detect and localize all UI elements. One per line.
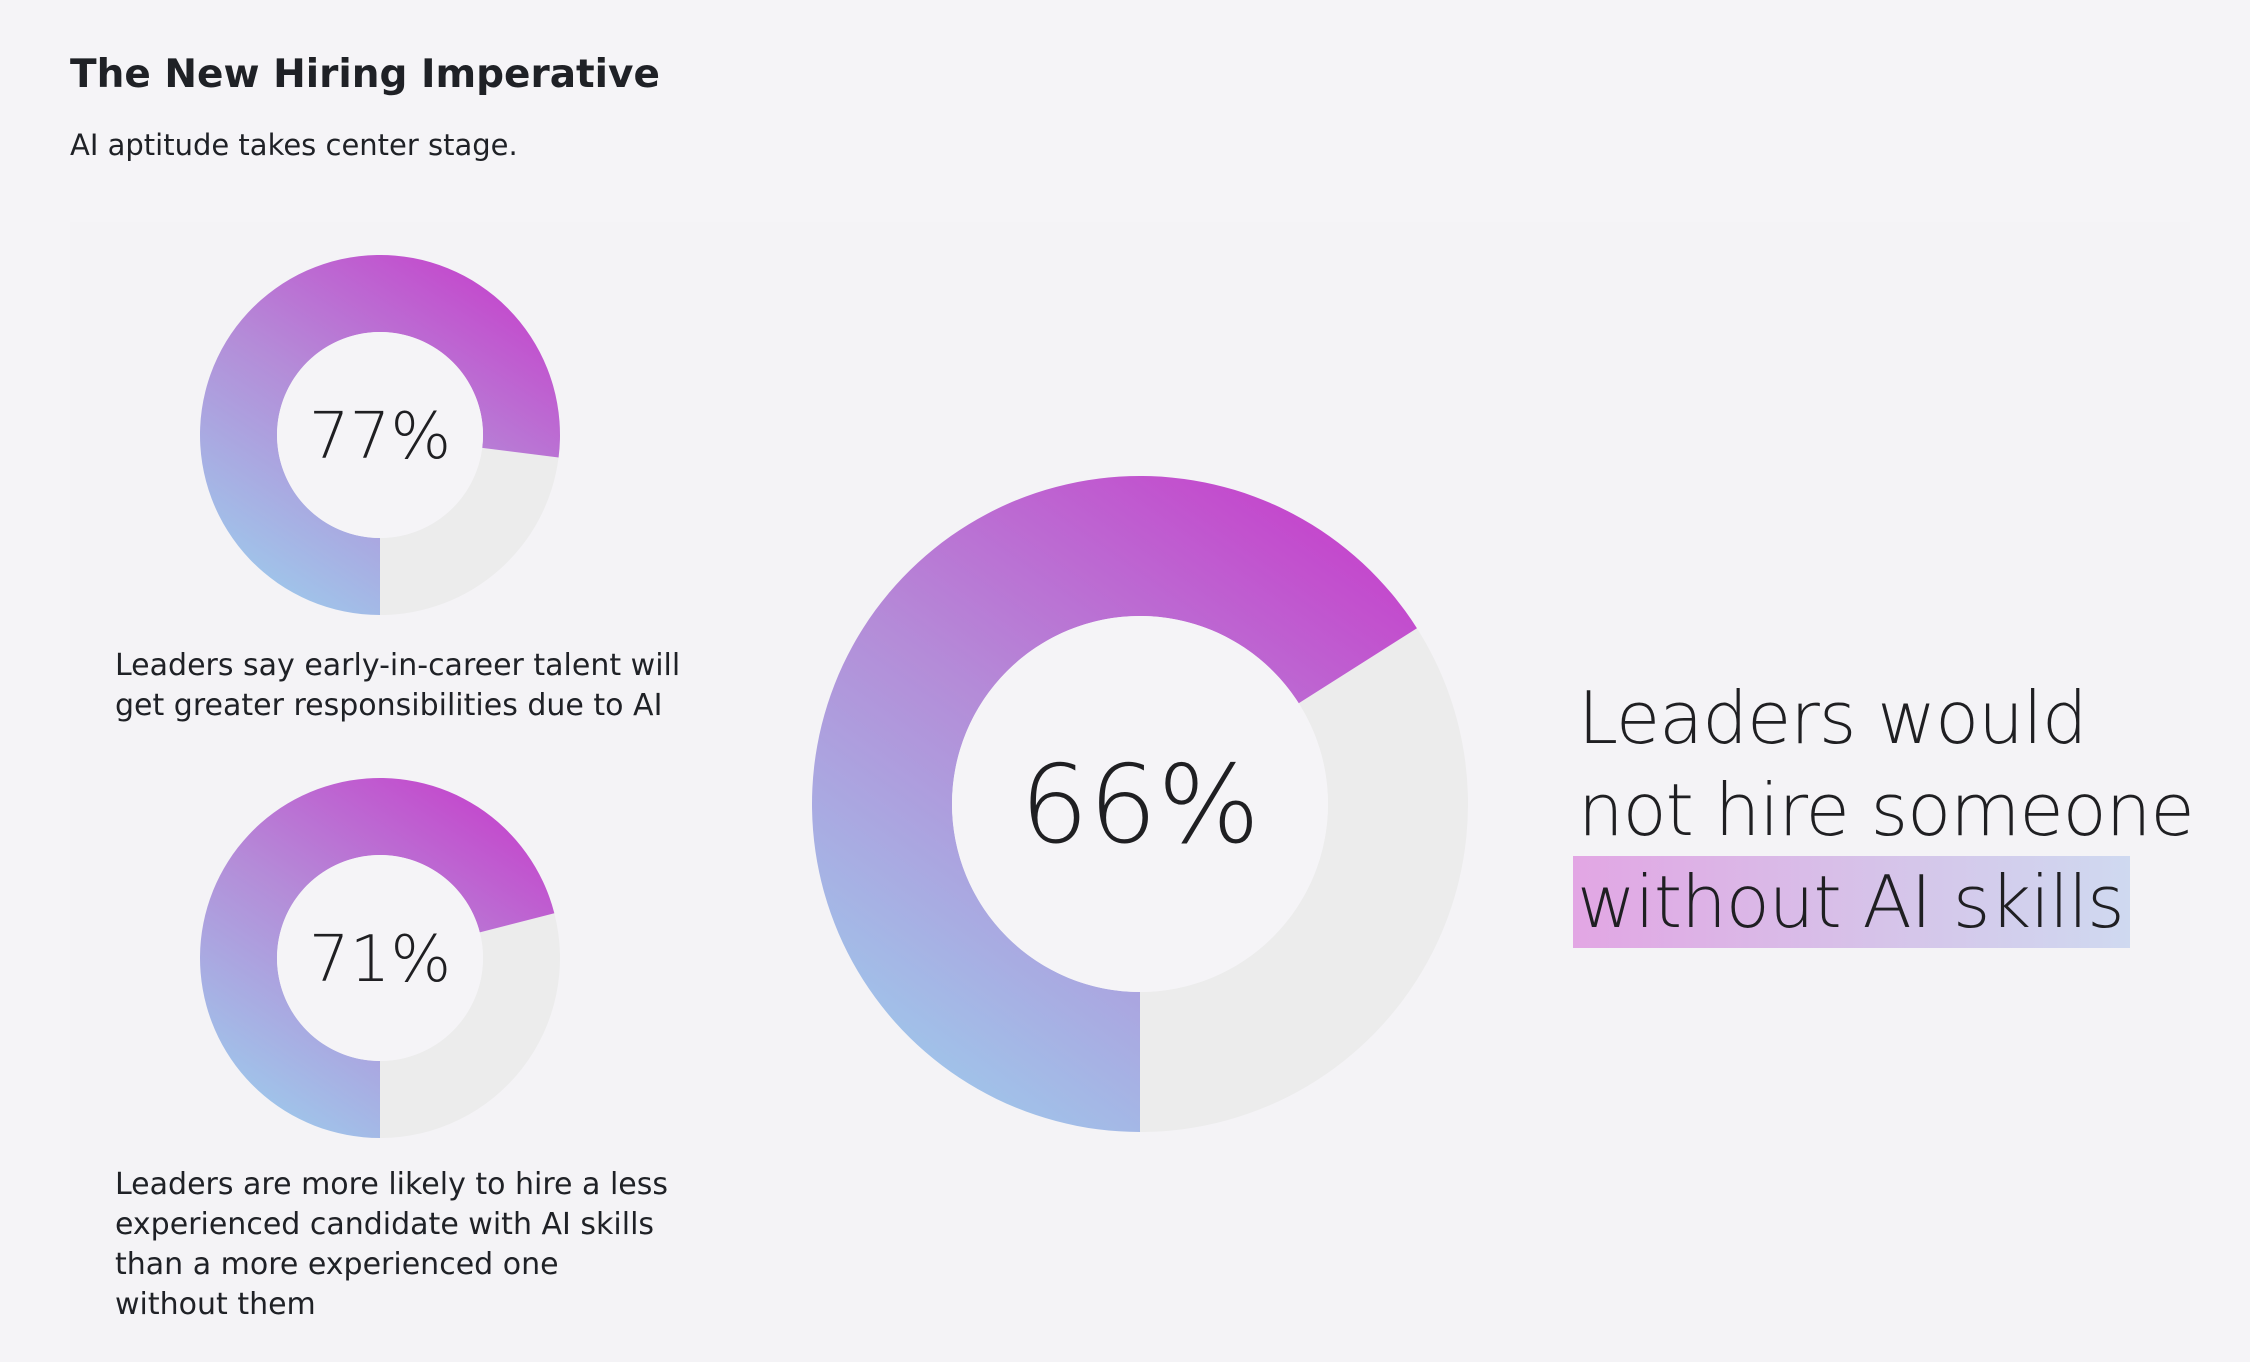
donut-center-label: 66%: [1020, 743, 1260, 868]
donut-value-segment: [812, 475, 1417, 1132]
donut-value-segment: [200, 255, 560, 615]
donut-value-segment: [200, 778, 555, 1138]
page-title: The New Hiring Imperative: [70, 52, 660, 97]
donut-chart-71: 71%: [200, 778, 560, 1138]
statement-line-1: Leaders would: [1578, 676, 2088, 760]
donut-remainder-segment: [380, 913, 560, 1138]
donut-center-label: 71%: [309, 923, 451, 997]
big-statement: Leaders would not hire someone without A…: [1573, 672, 2195, 948]
caption-less-experienced: Leaders are more likely to hire a less e…: [115, 1167, 669, 1322]
donut-hole: [952, 616, 1328, 992]
donut-remainder-segment: [1140, 628, 1468, 1132]
donut-chart-77: 77%: [200, 255, 560, 615]
donut-center-label: 77%: [309, 400, 451, 474]
donut-hole: [277, 855, 483, 1061]
donut-chart-66: 66%: [812, 475, 1468, 1132]
donut-hole: [277, 332, 483, 538]
statement-line-3-highlight: without AI skills: [1573, 856, 2130, 948]
donut-remainder-segment: [380, 447, 559, 615]
caption-early-career: Leaders say early-in-career talent will …: [115, 648, 681, 723]
statement-line-2: not hire someone: [1578, 768, 2195, 852]
page-subtitle: AI aptitude takes center stage.: [70, 128, 518, 162]
